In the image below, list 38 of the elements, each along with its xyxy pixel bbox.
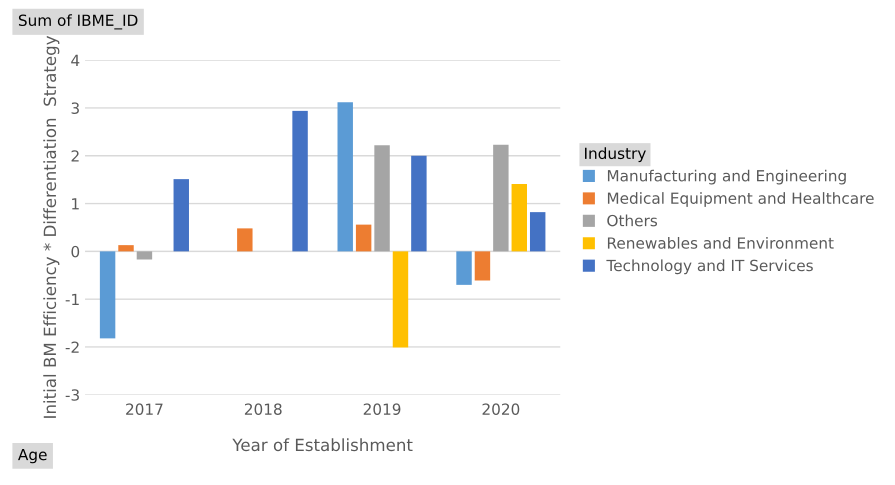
- text: Sum of IBME_ID: [18, 14, 138, 30]
- bar: [338, 102, 353, 252]
- legend-label: Manufacturing and Engineering: [608, 170, 846, 184]
- bar: [474, 251, 490, 281]
- bar: [456, 251, 472, 285]
- bar: [374, 145, 390, 252]
- y-tick-label: 2: [72, 150, 79, 162]
- legend-label: Others: [607, 214, 658, 226]
- bar: [174, 179, 189, 252]
- y-tick-label: -3: [66, 389, 79, 401]
- x-tick-label: 2018: [244, 403, 282, 415]
- bar: [356, 224, 372, 252]
- bar: [411, 156, 427, 252]
- x-axis-title: Year of Establishment: [232, 438, 413, 452]
- bar: [392, 251, 408, 348]
- bar: [530, 212, 546, 252]
- x-tick-label: 2020: [482, 403, 520, 415]
- legend-label: Renewables and Environment: [608, 236, 834, 249]
- y-tick-label: -2: [66, 341, 79, 353]
- y-tick-label: 4: [71, 54, 80, 66]
- y-tick-label: 3: [72, 102, 79, 114]
- y-tick-label: -1: [66, 294, 79, 305]
- y-tick-label: 0: [71, 246, 80, 258]
- y-axis-title: Initial BM Efficiency * Differentiation Strategy: [43, 36, 60, 418]
- legend-title: Industry: [585, 147, 646, 162]
- bar: [237, 228, 253, 252]
- y-tick-label: 1: [72, 198, 79, 210]
- text: Age: [18, 448, 47, 464]
- bar: [493, 144, 509, 252]
- legend-label: Technology and IT Services: [606, 259, 813, 274]
- bar: [118, 245, 134, 252]
- bar: [136, 251, 152, 260]
- legend-label: Medical Equipment and Healthcare: [608, 192, 874, 207]
- bar: [100, 251, 116, 338]
- bar: [512, 184, 528, 252]
- bar: [292, 110, 308, 252]
- x-tick-label: 2019: [364, 403, 400, 415]
- x-tick-label: 2017: [126, 403, 163, 415]
